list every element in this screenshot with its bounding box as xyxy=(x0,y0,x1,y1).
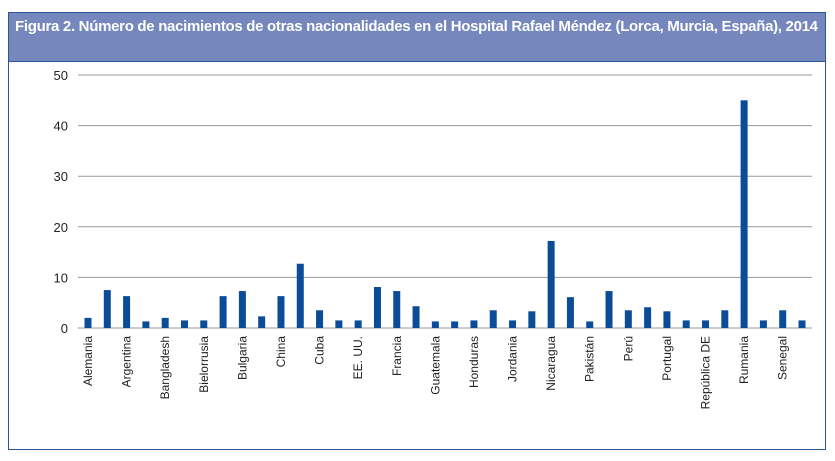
x-tick-label: Francia xyxy=(390,336,404,376)
bar xyxy=(238,291,246,328)
y-tick-label: 20 xyxy=(54,220,68,235)
bar xyxy=(296,263,304,328)
x-tick-label: Guatemala xyxy=(428,336,442,395)
x-tick-label: Senegal xyxy=(776,336,790,380)
x-tick-label: China xyxy=(274,336,288,368)
figure-title: Figura 2. Número de nacimientos de otras… xyxy=(9,13,825,62)
bar xyxy=(412,306,420,328)
bar xyxy=(180,320,188,328)
x-tick-label: Portugal xyxy=(660,336,674,381)
bar xyxy=(798,320,806,328)
bar xyxy=(200,320,208,328)
bar xyxy=(509,320,517,328)
figure-frame: Figura 2. Número de nacimientos de otras… xyxy=(8,12,826,450)
bar xyxy=(682,320,690,328)
x-tick-label: Cuba xyxy=(313,336,327,365)
bar xyxy=(103,290,111,328)
bar xyxy=(373,287,381,328)
bar xyxy=(470,320,478,328)
bar xyxy=(84,317,92,328)
x-tick-label: República DE xyxy=(699,336,713,409)
x-tick-label: Nicaragua xyxy=(544,336,558,391)
bar xyxy=(779,310,787,328)
bar xyxy=(393,291,401,328)
bar xyxy=(316,310,324,328)
bar xyxy=(644,307,652,328)
x-tick-label: Jordania xyxy=(506,336,520,382)
bar xyxy=(219,296,227,328)
bar xyxy=(489,310,497,328)
x-tick-label: Honduras xyxy=(467,336,481,388)
bar xyxy=(528,311,536,328)
y-tick-label: 10 xyxy=(54,270,68,285)
bar xyxy=(161,317,169,328)
x-tick-label: Pakistán xyxy=(583,336,597,382)
bar xyxy=(431,321,439,328)
y-tick-label: 50 xyxy=(54,68,68,83)
x-tick-label: Perú xyxy=(621,336,635,361)
y-tick-label: 40 xyxy=(54,119,68,134)
bar xyxy=(258,316,266,328)
bar xyxy=(451,321,459,328)
x-tick-label: EE. UU. xyxy=(351,336,365,379)
bar xyxy=(566,297,574,328)
bar xyxy=(605,291,613,328)
bar xyxy=(335,320,343,328)
bar xyxy=(277,296,285,328)
bar xyxy=(624,310,632,328)
x-tick-label: Bielorrusia xyxy=(197,336,211,393)
bar xyxy=(740,100,748,328)
bar xyxy=(759,320,767,328)
y-tick-label: 30 xyxy=(54,169,68,184)
bar xyxy=(721,310,729,328)
x-tick-label: Argentina xyxy=(120,336,134,388)
bar xyxy=(547,240,555,328)
bar xyxy=(123,296,131,328)
bar xyxy=(354,320,362,328)
bar xyxy=(663,311,671,328)
x-tick-label: Alemania xyxy=(81,336,95,386)
x-tick-label: Rumania xyxy=(737,336,751,384)
bar xyxy=(142,321,150,328)
x-tick-label: Bangladesh xyxy=(158,336,172,399)
bar xyxy=(702,320,710,328)
x-tick-label: Bulgaria xyxy=(235,336,249,380)
y-tick-label: 0 xyxy=(61,321,68,336)
bar xyxy=(586,321,594,328)
